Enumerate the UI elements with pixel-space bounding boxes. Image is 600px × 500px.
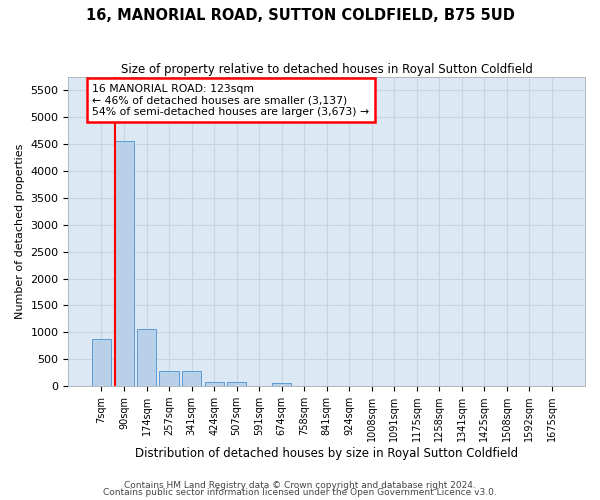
X-axis label: Distribution of detached houses by size in Royal Sutton Coldfield: Distribution of detached houses by size … (135, 447, 518, 460)
Bar (137, 329, 156, 386)
Bar (92, 339, 111, 386)
Text: 16, MANORIAL ROAD, SUTTON COLDFIELD, B75 5UD: 16, MANORIAL ROAD, SUTTON COLDFIELD, B75… (86, 8, 514, 22)
Title: Size of property relative to detached houses in Royal Sutton Coldfield: Size of property relative to detached ho… (121, 62, 533, 76)
Bar (182, 371, 201, 386)
Bar (272, 383, 291, 386)
Y-axis label: Number of detached properties: Number of detached properties (15, 144, 25, 319)
Bar (205, 382, 224, 386)
Text: 16 MANORIAL ROAD: 123sqm
← 46% of detached houses are smaller (3,137)
54% of sem: 16 MANORIAL ROAD: 123sqm ← 46% of detach… (92, 84, 369, 117)
Text: Contains public sector information licensed under the Open Government Licence v3: Contains public sector information licen… (103, 488, 497, 497)
Text: Contains HM Land Registry data © Crown copyright and database right 2024.: Contains HM Land Registry data © Crown c… (124, 480, 476, 490)
Bar (115, 140, 134, 386)
Bar (227, 382, 246, 386)
Bar (160, 371, 179, 386)
